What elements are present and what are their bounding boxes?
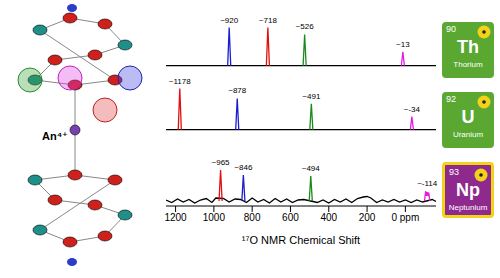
- svg-text:~920: ~920: [220, 16, 239, 25]
- html-text:Np: Np: [456, 180, 480, 200]
- svg-text:~-34: ~-34: [404, 105, 421, 114]
- html-text:Neptunium: Neptunium: [448, 203, 488, 212]
- svg-text:~846: ~846: [234, 163, 253, 172]
- html-text:Th: Th: [457, 37, 479, 57]
- html-text:Uranium: Uranium: [452, 130, 484, 139]
- svg-text:1200: 1200: [164, 212, 187, 223]
- html-text:Thorium: Thorium: [453, 60, 483, 69]
- svg-text:~13: ~13: [396, 40, 410, 49]
- svg-text:~526: ~526: [296, 22, 315, 31]
- svg-text:~718: ~718: [259, 16, 278, 25]
- svg-text:~-114: ~-114: [417, 179, 438, 188]
- svg-text:600: 600: [282, 212, 299, 223]
- html-text:90: 90: [446, 24, 456, 34]
- svg-text:¹⁷O NMR Chemical Shift: ¹⁷O NMR Chemical Shift: [242, 234, 360, 246]
- html-text:92: 92: [446, 94, 456, 104]
- svg-text:~965: ~965: [212, 158, 231, 167]
- svg-text:~491: ~491: [302, 92, 321, 101]
- svg-text:200: 200: [359, 212, 376, 223]
- svg-text:An⁴⁺: An⁴⁺: [42, 130, 68, 142]
- svg-text:800: 800: [244, 212, 261, 223]
- svg-text:~494: ~494: [302, 164, 321, 173]
- svg-text:~878: ~878: [228, 86, 247, 95]
- svg-text:~1178: ~1178: [169, 77, 191, 86]
- svg-text:1000: 1000: [203, 212, 226, 223]
- html-text:93: 93: [449, 167, 459, 177]
- svg-text:0 ppm: 0 ppm: [391, 212, 419, 223]
- html-text:U: U: [461, 107, 475, 127]
- svg-text:400: 400: [320, 212, 337, 223]
